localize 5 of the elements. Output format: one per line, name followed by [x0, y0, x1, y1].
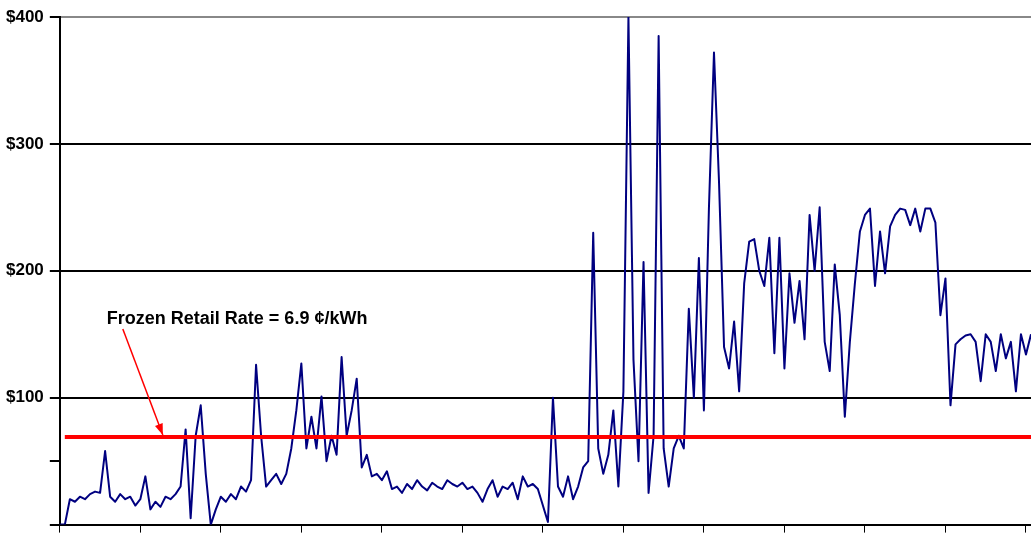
annotation: Frozen Retail Rate = 6.9 ¢/kWh — [106, 308, 368, 329]
y-tick-label: $300 — [5, 133, 44, 153]
y-tick-label: $100 — [5, 387, 44, 407]
y-tick-label: $400 — [5, 6, 44, 26]
y-tick-label: $200 — [5, 260, 44, 280]
